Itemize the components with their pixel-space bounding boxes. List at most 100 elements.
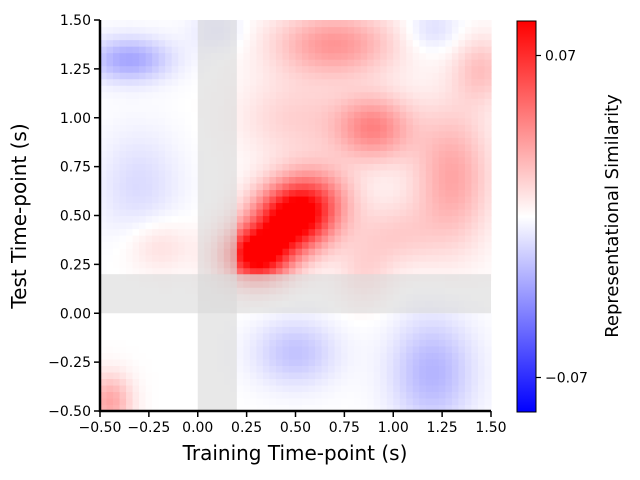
heatmap-cell <box>425 111 433 119</box>
heatmap-cell <box>445 91 453 99</box>
heatmap-cell <box>295 78 303 86</box>
heatmap-cell <box>315 130 323 138</box>
heatmap-cell <box>334 65 342 73</box>
heatmap-cell <box>106 104 114 112</box>
heatmap-cell <box>113 261 121 269</box>
heatmap-cell <box>315 222 323 230</box>
heatmap-cell <box>386 130 394 138</box>
shaded-band-x <box>197 20 237 411</box>
heatmap-cell <box>178 241 186 249</box>
heatmap-cell <box>360 124 368 132</box>
heatmap-cell <box>341 215 349 223</box>
heatmap-cell <box>458 222 466 230</box>
heatmap-cell <box>367 267 375 275</box>
heatmap-cell <box>393 378 401 386</box>
heatmap-cell <box>145 241 153 249</box>
heatmap-cell <box>302 156 310 164</box>
heatmap-cell <box>367 195 375 204</box>
heatmap-cell <box>412 98 420 106</box>
heatmap-cell <box>419 384 427 393</box>
heatmap-cell <box>341 384 349 393</box>
heatmap-cell <box>419 111 427 119</box>
heatmap-cell <box>139 228 147 236</box>
heatmap-cell <box>393 20 401 28</box>
heatmap-cell <box>321 235 329 243</box>
heatmap-cell <box>393 222 401 230</box>
heatmap-cell <box>178 20 186 28</box>
heatmap-cell <box>256 189 264 197</box>
heatmap-cell <box>354 117 362 125</box>
heatmap-cell <box>262 117 271 125</box>
heatmap-cell <box>360 143 368 151</box>
heatmap-cell <box>152 65 160 73</box>
heatmap-cell <box>282 72 290 80</box>
heatmap-cell <box>347 215 355 223</box>
heatmap-cell <box>380 111 388 119</box>
heatmap-cell <box>249 326 257 334</box>
heatmap-cell <box>256 195 264 204</box>
heatmap-cell <box>249 267 257 275</box>
heatmap-cell <box>249 215 257 223</box>
heatmap-cell <box>113 130 121 138</box>
heatmap-cell <box>471 182 479 191</box>
heatmap-cell <box>399 358 407 366</box>
heatmap-cell <box>269 98 277 106</box>
heatmap-cell <box>243 202 251 210</box>
heatmap-cell <box>451 332 460 340</box>
heatmap-cell <box>282 319 290 327</box>
heatmap-cell <box>191 365 199 373</box>
heatmap-cell <box>367 358 375 366</box>
heatmap-cell <box>243 85 251 93</box>
heatmap-cell <box>386 52 394 60</box>
heatmap-cell <box>464 326 473 334</box>
heatmap-cell <box>477 228 486 236</box>
heatmap-cell <box>315 39 323 47</box>
heatmap-cell <box>165 59 173 67</box>
heatmap-cell <box>126 241 134 249</box>
heatmap-cell <box>126 169 134 177</box>
heatmap-cell <box>347 26 355 34</box>
heatmap-cell <box>165 130 173 138</box>
heatmap-cell <box>302 182 310 191</box>
heatmap-cell <box>373 215 381 223</box>
heatmap-cell <box>477 65 486 73</box>
heatmap-cell <box>282 378 290 386</box>
heatmap-cell <box>399 313 407 321</box>
heatmap-cell <box>191 156 199 164</box>
heatmap-cell <box>106 391 114 399</box>
heatmap-cell <box>132 85 140 93</box>
heatmap-cell <box>165 345 173 353</box>
heatmap-cell <box>321 124 329 132</box>
heatmap-cell <box>275 150 284 158</box>
heatmap-cell <box>184 378 192 386</box>
heatmap-cell <box>412 85 420 93</box>
heatmap-cell <box>451 130 460 138</box>
heatmap-cell <box>380 163 388 171</box>
heatmap-cell <box>354 202 362 210</box>
heatmap-cell <box>484 176 492 184</box>
heatmap-cell <box>484 163 492 171</box>
heatmap-cell <box>158 78 166 86</box>
heatmap-cell <box>295 91 303 99</box>
heatmap-cell <box>295 104 303 112</box>
heatmap-cell <box>445 404 453 412</box>
heatmap-cell <box>158 111 166 119</box>
heatmap-cell <box>464 397 473 406</box>
heatmap-cell <box>373 130 381 138</box>
heatmap-cell <box>262 228 271 236</box>
heatmap-cell <box>184 248 192 256</box>
heatmap-cell <box>256 215 264 223</box>
heatmap-cell <box>256 124 264 132</box>
heatmap-cell <box>438 33 446 41</box>
heatmap-cell <box>191 339 199 347</box>
heatmap-cell <box>139 143 147 151</box>
heatmap-cell <box>367 46 375 54</box>
heatmap-cell <box>477 52 486 60</box>
heatmap-cell <box>328 189 336 197</box>
heatmap-cell <box>451 378 460 386</box>
heatmap-cell <box>243 391 251 399</box>
heatmap-cell <box>152 111 160 119</box>
heatmap-cell <box>341 163 349 171</box>
heatmap-cell <box>412 143 420 151</box>
heatmap-cell <box>191 85 199 93</box>
